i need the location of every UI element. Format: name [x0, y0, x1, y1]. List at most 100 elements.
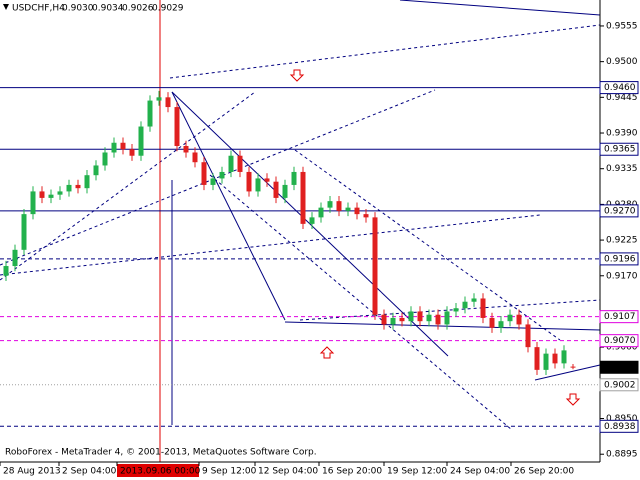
level-label-box — [599, 378, 639, 392]
up-arrow — [319, 346, 335, 359]
y-tick-label: 0.9445 — [606, 93, 638, 103]
chart-title: USDCHF,H4 — [12, 4, 65, 14]
candle-body — [174, 107, 180, 146]
candle-body — [147, 100, 153, 127]
level-label-box — [599, 142, 639, 156]
level-label-box — [599, 360, 639, 374]
level-label: 0.8938 — [604, 422, 636, 432]
candle-body — [12, 249, 18, 267]
candle-body — [552, 353, 558, 364]
candle-body — [309, 217, 315, 224]
candle-body — [507, 314, 513, 322]
candle-body — [84, 175, 90, 189]
candle-body — [138, 126, 144, 156]
y-tick-label: 0.9555 — [606, 21, 638, 31]
candle-body — [39, 191, 45, 198]
candle-body — [264, 178, 270, 182]
footer: RoboForex - MetaTrader 4, © 2001-2013, M… — [5, 448, 317, 458]
candle-body — [399, 317, 405, 322]
candle-body — [210, 178, 216, 185]
level-label: 0.9029 — [604, 363, 636, 373]
candle-body — [561, 350, 567, 364]
x-tick-label: 28 Aug 2013 — [3, 467, 61, 477]
candle-body — [327, 201, 333, 208]
trendline — [534, 364, 601, 381]
trendline — [169, 24, 601, 79]
candle-body — [336, 201, 342, 211]
x-tick-label: 9 Sep 12:00 — [202, 467, 257, 477]
candle-body — [57, 191, 63, 195]
x-tick-label: 12 Sep 04:00 — [258, 467, 318, 477]
candle-body — [120, 142, 126, 150]
candle-body — [237, 155, 243, 172]
level-label: 0.9196 — [604, 254, 636, 264]
quote-low: 0.9026 — [122, 4, 154, 14]
level-label: 0.9002 — [604, 380, 636, 390]
trendline — [171, 91, 449, 357]
candle-body — [291, 171, 297, 185]
candle-body — [471, 298, 477, 302]
candle-body — [75, 184, 81, 189]
x-tick-label: 2013.09.06 00:00 — [120, 467, 201, 477]
candle-body — [246, 171, 252, 192]
candle-body — [282, 184, 288, 198]
candle-body — [345, 207, 351, 211]
candle-body — [444, 311, 450, 325]
candle-body — [525, 324, 531, 348]
trendline — [284, 321, 601, 331]
candle-body — [93, 165, 99, 176]
y-tick-label: 0.9060 — [606, 343, 638, 353]
candle-body — [417, 311, 423, 322]
level-label-box — [599, 252, 639, 266]
x-tick-label: 24 Sep 04:00 — [450, 467, 510, 477]
candle-body — [372, 217, 378, 315]
candle-body — [66, 184, 72, 192]
candle-body — [516, 314, 522, 325]
candle-body — [192, 152, 198, 163]
trendline — [0, 89, 436, 266]
candle-body — [219, 171, 225, 179]
trendline — [171, 91, 286, 321]
candle-body — [462, 301, 468, 309]
y-tick-label: 0.9390 — [606, 129, 638, 139]
level-label: 0.9070 — [604, 336, 636, 346]
candle-body — [390, 317, 396, 325]
y-tick-label: 0.9500 — [606, 57, 638, 67]
level-label-box — [599, 419, 639, 433]
levels — [0, 87, 600, 427]
candle-body — [570, 366, 576, 368]
candle-body — [363, 214, 369, 218]
candle-body — [228, 155, 234, 172]
candle-body — [381, 314, 387, 325]
signal-arrows — [289, 69, 581, 406]
candle-body — [489, 317, 495, 328]
level-label: 0.9460 — [604, 83, 636, 93]
candle-body — [273, 181, 279, 198]
candle-body — [48, 194, 54, 198]
level-label: 0.9107 — [604, 312, 636, 322]
candle-body — [183, 145, 189, 153]
quote-high: 0.9034 — [92, 4, 124, 14]
candle-body — [318, 207, 324, 218]
candle-body — [480, 298, 486, 318]
candle-body — [30, 191, 36, 215]
y-tick-label: 0.9170 — [606, 271, 638, 281]
trendline — [294, 149, 561, 341]
candle-body — [129, 149, 135, 156]
symbol-icon — [3, 4, 9, 10]
candle-body — [498, 321, 504, 328]
trendlines — [0, 0, 601, 431]
level-label-box — [599, 204, 639, 218]
level-label-box — [599, 81, 639, 95]
candle-body — [426, 314, 432, 322]
cursor-time-bg — [117, 464, 199, 477]
candle-body — [408, 311, 414, 322]
candle-body — [300, 171, 306, 224]
level-label: 0.9365 — [604, 145, 636, 155]
down-arrow — [565, 393, 581, 406]
y-tick-label: 0.8895 — [606, 450, 638, 460]
y-tick-label: 0.9225 — [606, 236, 638, 246]
candle-body — [354, 207, 360, 215]
